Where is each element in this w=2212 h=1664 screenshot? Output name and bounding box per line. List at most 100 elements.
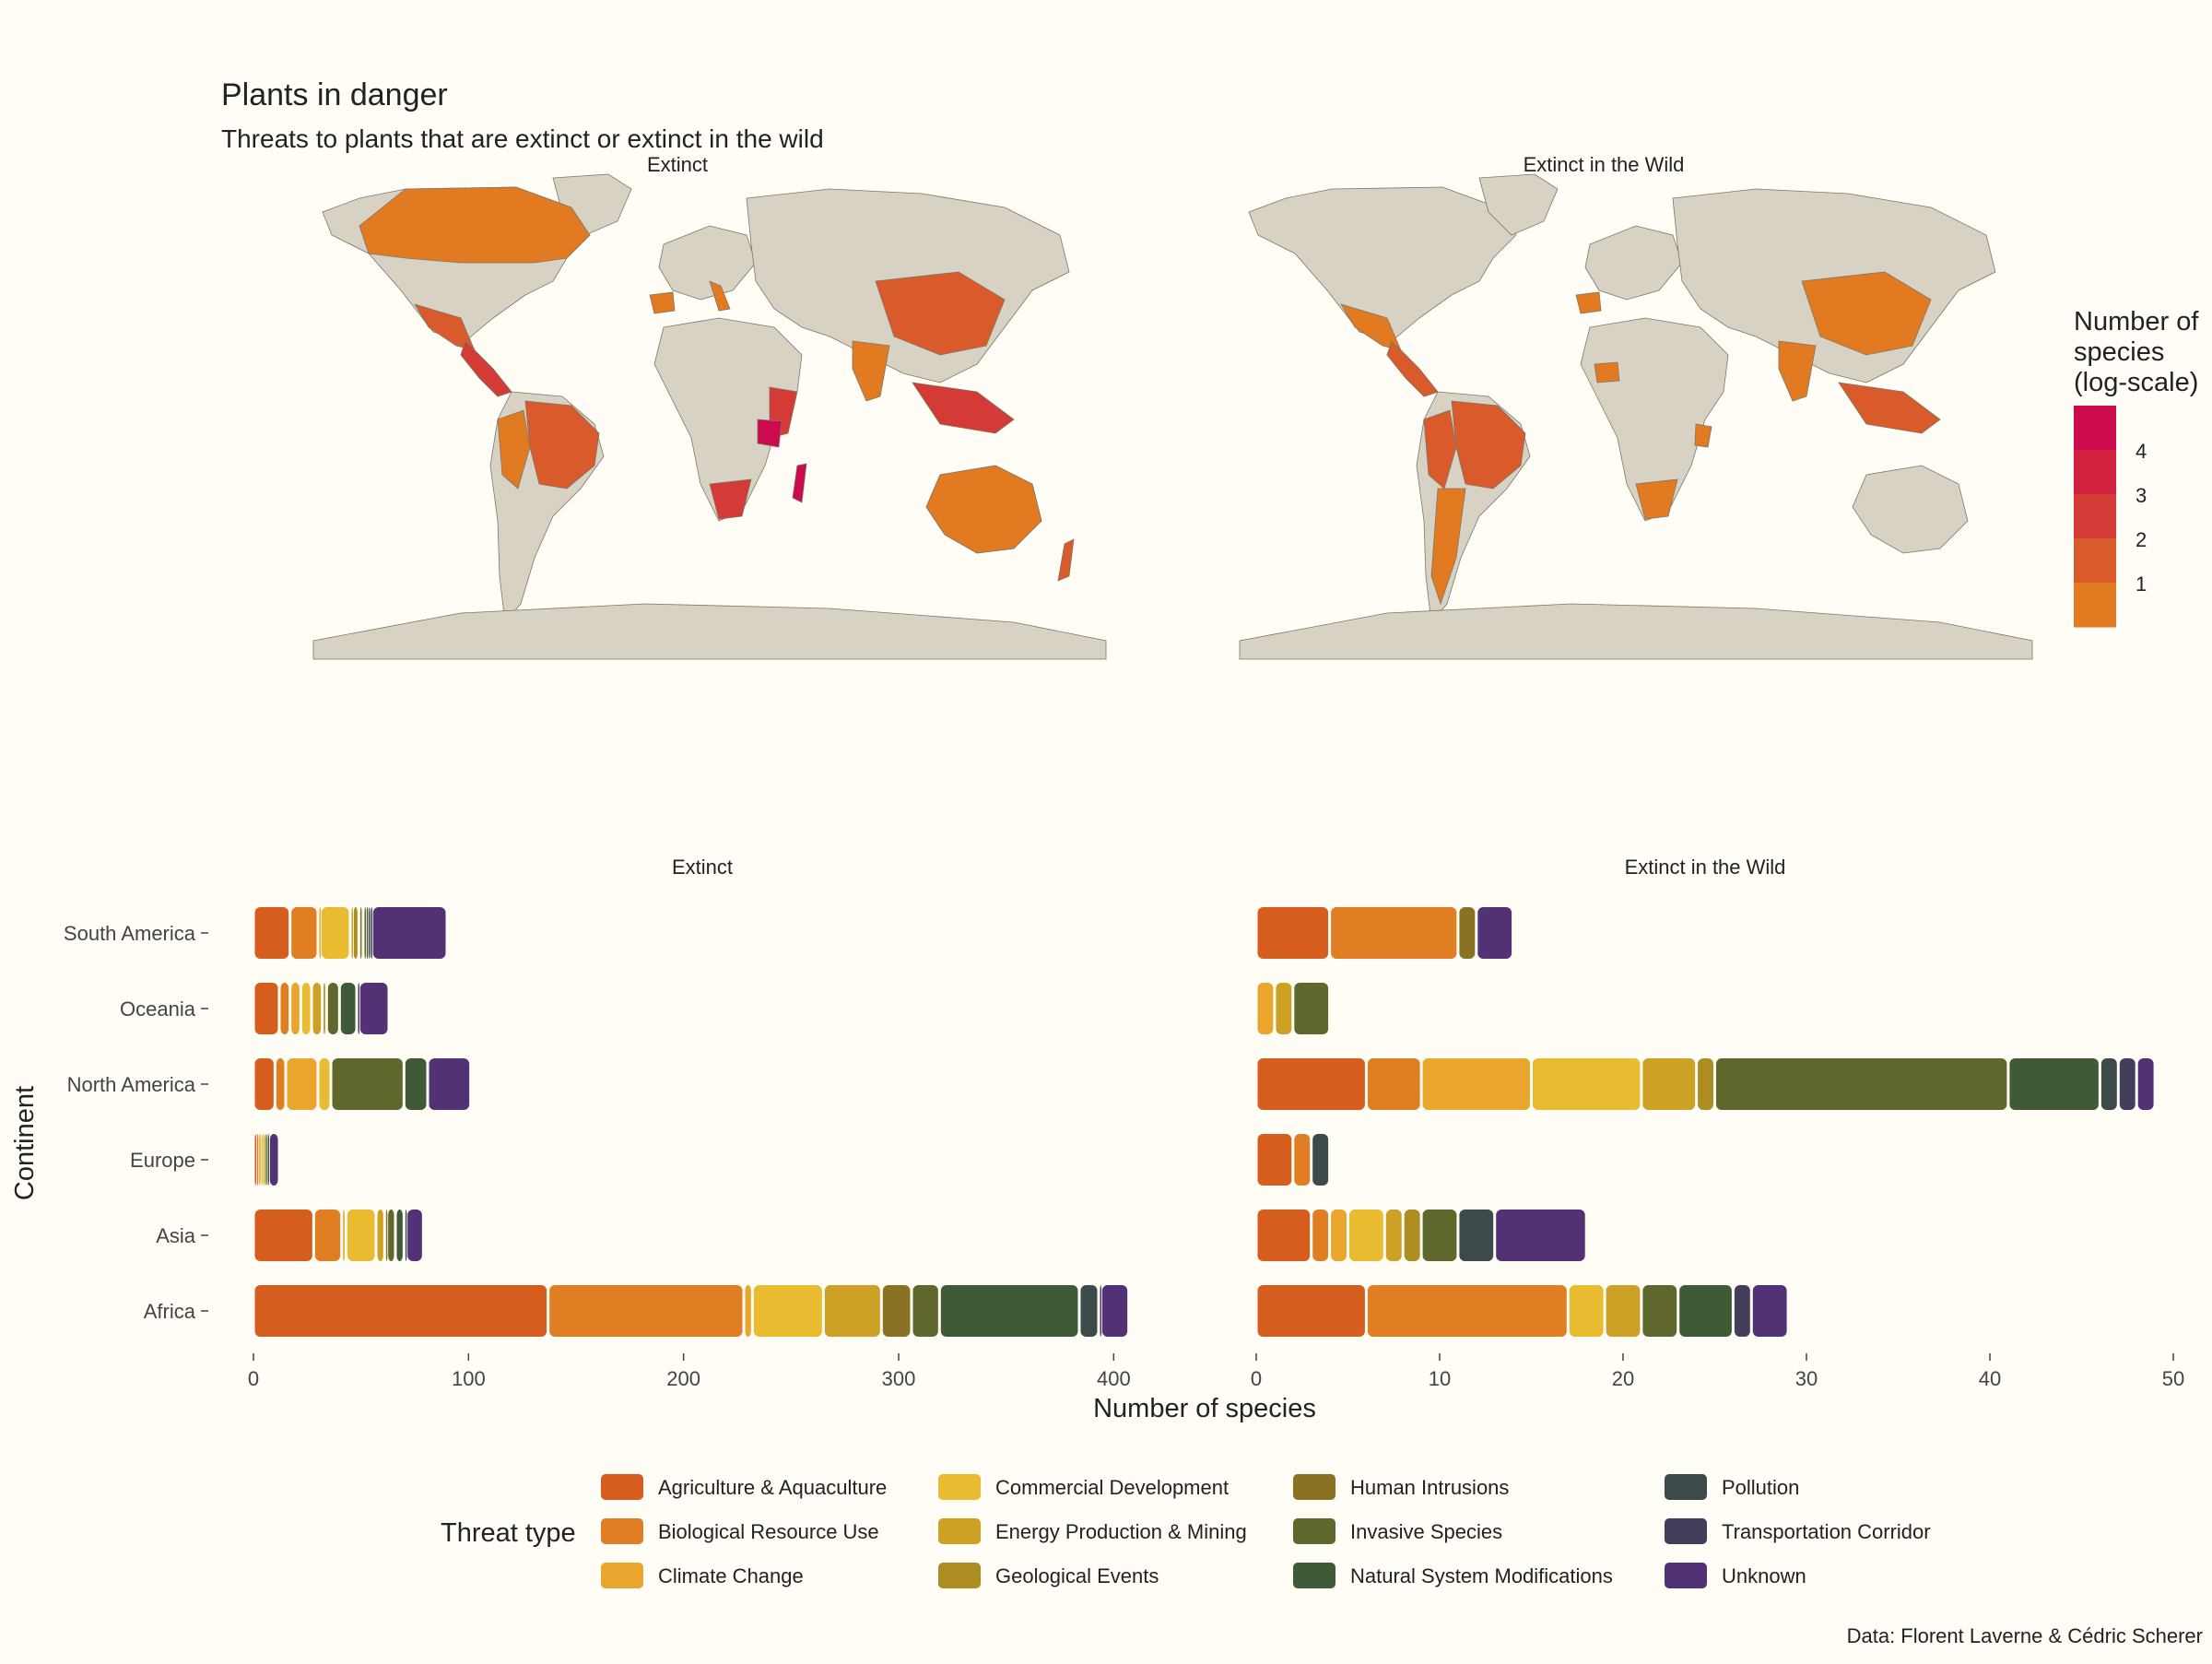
y-axis-title: Continent: [10, 1086, 40, 1200]
bar-segment: [366, 907, 369, 959]
bar-segment: [358, 983, 359, 1034]
bar-segment: [745, 1285, 751, 1337]
bar-segment: [1257, 1210, 1311, 1261]
map-geometry-extinct: [312, 173, 1107, 660]
bar-segment: [291, 983, 300, 1034]
threat-legend-swatch: [1665, 1563, 1707, 1588]
threat-legend-label: Commercial Development: [995, 1476, 1229, 1499]
bar-segment: [882, 1285, 911, 1337]
bar-segment: [372, 907, 446, 959]
threat-legend-swatch: [1293, 1563, 1335, 1588]
threat-legend-swatch: [1293, 1518, 1335, 1544]
bar-segment: [351, 907, 353, 959]
bar-segment: [1752, 1285, 1787, 1337]
bar-segment: [405, 1058, 427, 1110]
chart-title: Plants in danger: [221, 77, 448, 112]
bar-segment: [1367, 1285, 1567, 1337]
x-tick-label: 300: [882, 1367, 916, 1390]
bar-segment: [1331, 1210, 1347, 1261]
bar-segment: [343, 1210, 345, 1261]
threat-legend-swatch: [938, 1474, 981, 1500]
bar-segment: [377, 1210, 383, 1261]
y-tick-label: South America: [64, 922, 196, 945]
y-tick-label: Europe: [130, 1149, 195, 1172]
map-legend-title-line-1: Number of: [2074, 307, 2199, 336]
bar-segment: [1533, 1058, 1641, 1110]
region-andes: [1423, 409, 1457, 490]
map-color-legend: Number of species (log-scale) 4 3 2 1: [2074, 307, 2199, 628]
bar-segment: [265, 1134, 267, 1186]
threat-legend-swatch: [601, 1518, 643, 1544]
region-southern-africa: [1635, 478, 1678, 520]
threat-legend-swatch: [601, 1474, 643, 1500]
map-panel-label-extinct: Extinct: [647, 153, 708, 176]
chart-subtitle: Threats to plants that are extinct or ex…: [221, 124, 824, 153]
bar-segment: [2009, 1058, 2099, 1110]
bar-segment: [340, 983, 356, 1034]
x-tick-label: 50: [2162, 1367, 2184, 1390]
x-tick-label: 40: [1979, 1367, 2001, 1390]
region-new-zealand: [1057, 538, 1075, 582]
region-west-africa: [1594, 361, 1620, 384]
threat-legend-label: Natural System Modifications: [1350, 1564, 1613, 1587]
threat-legend-item: Agriculture & Aquaculture: [601, 1474, 887, 1500]
bar-segment: [371, 907, 372, 959]
bar-segment: [407, 1210, 422, 1261]
map-legend-tick-4: 4: [2136, 440, 2147, 463]
y-tick-label: Africa: [144, 1300, 196, 1323]
threat-legend-item: Unknown: [1665, 1563, 1806, 1588]
bar-segment: [1404, 1210, 1420, 1261]
landmass-antarctica: [312, 603, 1107, 660]
region-andes: [497, 409, 531, 490]
threat-legend-item: Natural System Modifications: [1293, 1563, 1613, 1588]
landmass-greenland: [1478, 173, 1559, 236]
landmass-australia: [1852, 465, 1969, 554]
map-legend-swatch-5: [2074, 406, 2116, 451]
x-tick-label: 0: [248, 1367, 259, 1390]
bar-segment: [1734, 1285, 1750, 1337]
bar-segment: [549, 1285, 743, 1337]
bar-segment: [254, 1134, 256, 1186]
threat-legend-label: Geological Events: [995, 1564, 1159, 1587]
bar-segment: [1294, 983, 1329, 1034]
bar-segment: [1459, 907, 1476, 959]
region-southern-africa: [709, 478, 752, 520]
bar-segment: [1385, 1210, 1402, 1261]
bar-segment: [405, 1210, 407, 1261]
bar-segment: [1642, 1058, 1696, 1110]
region-east-africa: [1694, 423, 1712, 448]
bar-segment: [254, 1210, 312, 1261]
threat-legend-label: Human Intrusions: [1350, 1476, 1509, 1499]
bar-segment: [1698, 1058, 1713, 1110]
world-map-extinct-in-the-wild: [1239, 173, 2033, 660]
threat-legend-label: Agriculture & Aquaculture: [658, 1476, 887, 1499]
bar-segment: [1312, 1210, 1329, 1261]
threat-legend-item: Transportation Corridor: [1665, 1518, 1931, 1544]
threat-legend-label: Invasive Species: [1350, 1520, 1502, 1543]
threat-legend-item: Geological Events: [938, 1563, 1159, 1588]
threat-legend-title: Threat type: [441, 1518, 576, 1548]
bar-segment: [385, 1210, 388, 1261]
bar-segment: [1312, 1134, 1329, 1186]
threat-legend-swatch: [1665, 1518, 1707, 1544]
threat-legend-item: Invasive Species: [1293, 1518, 1502, 1544]
y-tick-label: North America: [67, 1073, 196, 1096]
y-tick-label: Asia: [156, 1224, 196, 1247]
bar-segment: [254, 983, 278, 1034]
map-panel-extinct: Extinct: [312, 153, 1107, 660]
bar-segment: [256, 1134, 259, 1186]
threat-legend-item: Human Intrusions: [1293, 1474, 1509, 1500]
bar-segment: [1716, 1058, 2007, 1110]
region-china: [1801, 271, 1932, 356]
bar-segment: [254, 1058, 274, 1110]
threat-legend-label: Pollution: [1722, 1476, 1799, 1499]
stacked-bar-chart: Extinct 0 100 200 300 400 Extinct in the Wild 0…: [64, 856, 2184, 1390]
bar-segment: [1080, 1285, 1098, 1337]
threat-legend-swatch: [601, 1563, 643, 1588]
bar-panel-extinct: Extinct 0 100 200 300 400: [248, 856, 1131, 1390]
region-australia: [925, 465, 1042, 554]
bar-segment: [359, 907, 362, 959]
bar-segment: [359, 983, 388, 1034]
map-legend-swatch-2: [2074, 538, 2116, 584]
threat-legend-item: Pollution: [1665, 1474, 1799, 1500]
